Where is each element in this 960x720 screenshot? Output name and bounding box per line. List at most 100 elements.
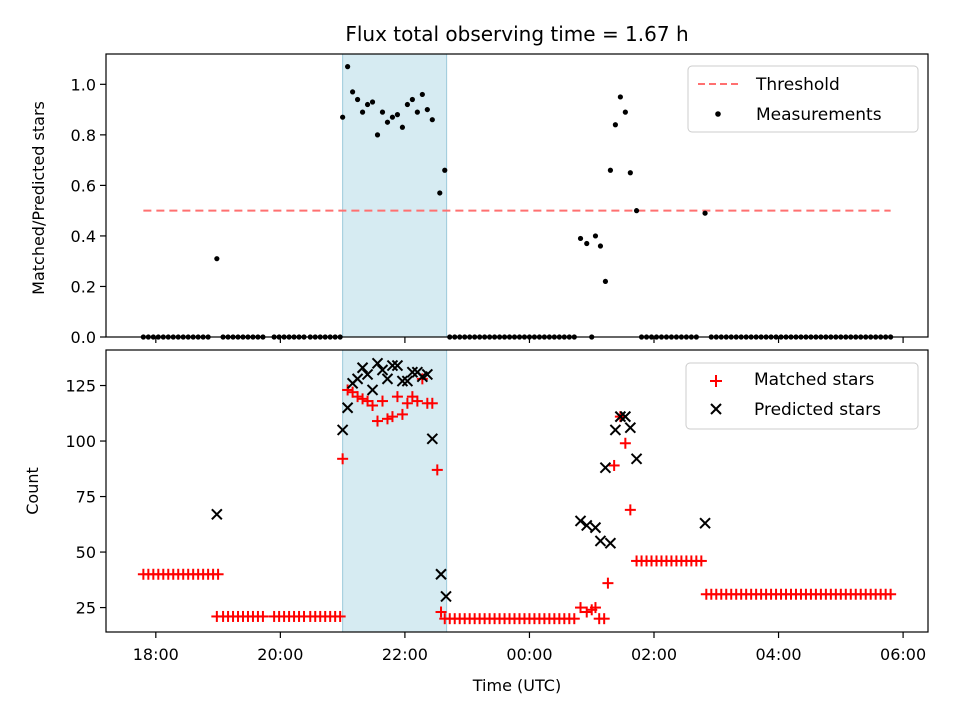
- predicted-point: [426, 433, 439, 445]
- predicted-point-b: [599, 461, 612, 474]
- matched-point: [352, 391, 364, 403]
- top-y-tick-label: 0.2: [71, 277, 96, 296]
- measurement-point: [627, 170, 633, 176]
- measurement-point: [577, 235, 584, 242]
- predicted-point: [599, 461, 612, 474]
- measurement-point: [350, 89, 356, 95]
- bottom-axes-frame: [105, 349, 929, 633]
- predicted-point: [406, 366, 419, 378]
- matched-point: [602, 577, 614, 589]
- predicted-point: [376, 364, 389, 376]
- predicted-point: [366, 384, 379, 396]
- top-observing-window: [342, 53, 448, 338]
- matched-point: [376, 395, 388, 407]
- predicted-point-b: [604, 537, 617, 549]
- measurement-point: [404, 101, 410, 108]
- measurement-point: [214, 256, 220, 262]
- bottom-legend-box: [685, 362, 919, 430]
- measurement-point: [394, 112, 401, 118]
- matched-point: [357, 393, 369, 405]
- predicted-point-b: [619, 410, 632, 423]
- predicted-point-b: [361, 368, 374, 381]
- matched-point: [695, 555, 707, 567]
- predicted-point-b: [366, 384, 379, 396]
- predicted-point-b: [396, 375, 409, 387]
- predicted-point: [351, 373, 364, 385]
- predicted-legend-swatch: [710, 403, 722, 415]
- predicted-point: [421, 368, 434, 381]
- matched-point: [411, 395, 423, 407]
- x-tick-label: 22:00: [382, 645, 428, 664]
- top-y-axis-label: Matched/Predicted stars: [29, 101, 48, 295]
- predicted-point: [361, 368, 374, 381]
- predicted-point-b: [386, 359, 399, 372]
- predicted-point: [624, 422, 637, 434]
- predicted-point-b: [371, 357, 384, 370]
- measurement-point: [592, 233, 599, 239]
- x-tick-label: 18:00: [133, 645, 179, 664]
- matched-point: [426, 397, 438, 409]
- measurement-point: [340, 114, 346, 120]
- predicted-point-b: [435, 568, 447, 580]
- bottom-legend: Matched stars Predicted stars: [685, 362, 919, 430]
- top-legend: Threshold Measurements: [687, 65, 919, 133]
- matched-point: [619, 437, 631, 449]
- measurement-point: [399, 124, 406, 130]
- predicted-point-b: [391, 359, 404, 372]
- matched-point: [575, 602, 587, 614]
- matched-point: [391, 391, 403, 403]
- top-y-tick-label: 0.4: [71, 227, 96, 246]
- x-tick-label: 04:00: [755, 645, 801, 664]
- matched-point: [337, 453, 349, 465]
- measurement-point: [354, 96, 361, 103]
- bottom-y-axis-label: Count: [23, 467, 42, 515]
- predicted-point-b: [624, 422, 637, 434]
- measurement-point: [359, 109, 366, 115]
- matched-point: [342, 384, 354, 396]
- measurement-point: [612, 122, 618, 128]
- predicted-point-b: [356, 362, 369, 374]
- measurement-point: [442, 167, 448, 173]
- matched-point: [435, 606, 447, 618]
- matched-point: [381, 413, 393, 425]
- matched-point: [401, 397, 413, 409]
- predicted-point-b: [574, 515, 587, 527]
- measurement-point: [633, 208, 640, 214]
- top-y-tick-label: 0.6: [71, 176, 96, 195]
- predicted-point-b: [341, 402, 354, 414]
- predicted-point: [396, 375, 409, 387]
- matched-point: [372, 415, 384, 427]
- measurement-point: [584, 240, 590, 247]
- matched-point: [608, 459, 620, 471]
- bottom-y-tick-label: 75: [76, 488, 96, 507]
- predicted-point: [440, 590, 452, 603]
- top-legend-box: [687, 65, 919, 133]
- predicted-point: [401, 375, 414, 387]
- measurement-point: [622, 109, 628, 115]
- measurement-point: [379, 109, 386, 115]
- predicted-point-b: [401, 375, 414, 387]
- predicted-point: [391, 359, 404, 372]
- predicted-point-b: [440, 590, 452, 603]
- matched-point: [885, 588, 897, 600]
- matched-legend-label: Matched stars: [754, 370, 874, 390]
- matched-point: [581, 606, 593, 618]
- predicted-point: [604, 537, 617, 549]
- measurement-point: [602, 278, 609, 285]
- matched-point: [386, 411, 398, 423]
- predicted-point: [614, 410, 627, 423]
- predicted-point-b: [581, 519, 593, 532]
- predicted-point-b: [406, 366, 419, 378]
- x-tick-label: 06:00: [880, 645, 926, 664]
- predicted-point-b: [589, 521, 602, 534]
- matched-point: [598, 613, 610, 625]
- measurement-point: [607, 167, 614, 173]
- predicted-point: [609, 424, 622, 436]
- bottom-y-tick-label: 50: [76, 543, 96, 562]
- predicted-point-b: [376, 364, 389, 376]
- predicted-point: [435, 568, 447, 580]
- matched-point: [367, 400, 379, 412]
- threshold-legend-label: Threshold: [755, 75, 840, 95]
- matched-point: [212, 568, 224, 580]
- matched-point: [624, 504, 636, 516]
